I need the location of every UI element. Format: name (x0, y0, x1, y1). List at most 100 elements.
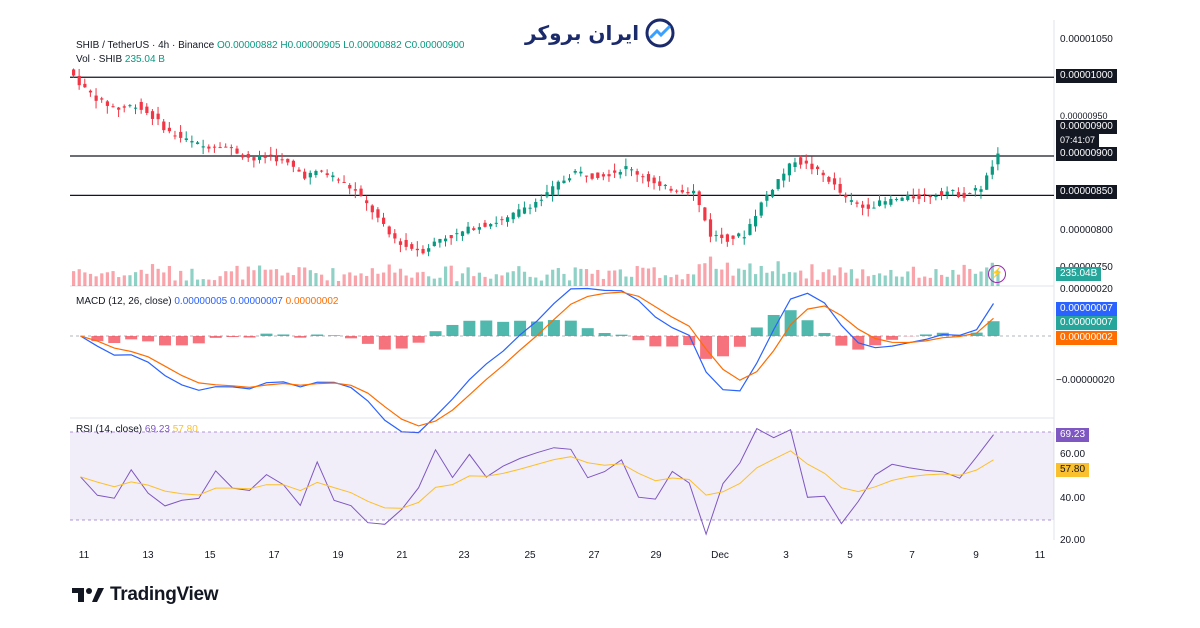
volume-bar (985, 267, 989, 286)
volume-bar (799, 270, 803, 286)
candle-body (72, 69, 76, 76)
candle-body (534, 201, 538, 208)
candle-body (404, 239, 408, 247)
macd-histogram-bar (209, 336, 222, 338)
time-axis-label: 23 (458, 550, 470, 561)
volume-bar (235, 265, 239, 286)
volume-tag: 235.04B (1056, 267, 1102, 281)
volume-bar (584, 269, 589, 286)
macd-histogram-bar (192, 336, 205, 344)
volume-bar (911, 266, 916, 286)
volume-bar (878, 273, 882, 286)
volume-bar (934, 269, 938, 286)
time-axis-label: 19 (332, 550, 344, 561)
volume-bar (816, 279, 820, 286)
candle-body (556, 181, 560, 190)
candle-body (162, 121, 166, 131)
volume-legend: Vol · SHIB 235.04 B (76, 54, 165, 65)
candle-body (607, 174, 611, 177)
volume-bar (421, 271, 425, 286)
candle-body (624, 166, 628, 170)
volume-bar (725, 262, 730, 286)
candle-body (207, 146, 211, 149)
macd-histogram-bar (717, 336, 729, 357)
volume-bar (652, 267, 656, 286)
volume-bar (849, 269, 854, 286)
macd-histogram-bar (463, 320, 476, 336)
level-900-tag: 0.00000900 (1056, 147, 1117, 161)
volume-bar (692, 274, 696, 286)
candle-body (466, 226, 470, 234)
macd-histogram-bar (818, 332, 831, 336)
candle-body (714, 235, 718, 237)
chart-frame[interactable] (70, 20, 1130, 572)
price-chart-svg[interactable] (70, 20, 1130, 572)
candle-body (940, 191, 944, 196)
volume-bar (190, 268, 194, 286)
volume-bar (173, 280, 177, 286)
candle-body (618, 171, 622, 175)
ohlc-close: C0.00000900 (404, 40, 465, 51)
candle-body (522, 207, 527, 214)
volume-bar (821, 272, 825, 286)
volume-bar (511, 271, 515, 286)
volume-bar (128, 275, 132, 286)
candle-body (630, 169, 634, 171)
candle-body (511, 212, 515, 220)
candle-body (787, 163, 792, 176)
candle-body (291, 160, 296, 167)
ohlc-high: H0.00000905 (280, 40, 341, 51)
price-axis-label: 0.00000800 (1060, 225, 1113, 236)
candle-body (968, 192, 972, 194)
candle-body (438, 238, 442, 243)
candle-body (410, 244, 414, 249)
macd-histogram-bar (683, 336, 696, 346)
candle-body (889, 198, 893, 205)
macd-histogram-bar (666, 336, 679, 347)
candle-body (77, 75, 81, 86)
candle-body (551, 186, 555, 195)
candle-body (308, 172, 312, 178)
candle-body (697, 191, 701, 206)
candle-body (359, 188, 363, 197)
candle-body (720, 234, 724, 239)
macd-histogram-bar (311, 334, 324, 336)
candle-body (258, 156, 262, 160)
candle-body (545, 192, 549, 197)
candle-body (782, 173, 786, 181)
volume-bar (387, 264, 391, 286)
candle-body (742, 237, 746, 239)
volume-bar (449, 265, 453, 286)
tradingview-logo[interactable]: TradingView (72, 584, 219, 606)
volume-bar (810, 264, 814, 286)
candle-body (370, 205, 374, 213)
volume-bar (201, 279, 205, 286)
volume-bar (979, 271, 983, 286)
macd-histogram-bar (260, 333, 273, 336)
candle-body (849, 200, 854, 202)
candle-body (398, 241, 403, 245)
rsi-tag: 69.23 (1056, 428, 1090, 442)
volume-bar (765, 272, 769, 286)
time-axis-label: 11 (1034, 550, 1046, 561)
candle-body (838, 183, 842, 193)
lightning-icon[interactable]: ⚡ (988, 265, 1006, 283)
volume-bar (94, 276, 98, 286)
volume-bar (866, 276, 870, 286)
macd-histogram-bar (243, 336, 256, 338)
volume-bar (398, 268, 403, 286)
volume-bar (697, 264, 701, 286)
candle-body (731, 235, 735, 239)
signal-tag: 0.00000002 (1056, 331, 1117, 345)
volume-bar (376, 273, 380, 286)
rsi-legend-title: RSI (14, close) (76, 424, 143, 435)
macd-line (80, 287, 995, 434)
candle-body (274, 156, 279, 162)
macd-histogram-bar (581, 328, 594, 336)
volume-bar (404, 275, 408, 286)
macd-legend-signal: 0.00000002 (285, 296, 339, 307)
candle-body (810, 163, 814, 170)
candle-body (579, 171, 583, 174)
candle-body (376, 209, 380, 218)
volume-bar (748, 263, 752, 286)
